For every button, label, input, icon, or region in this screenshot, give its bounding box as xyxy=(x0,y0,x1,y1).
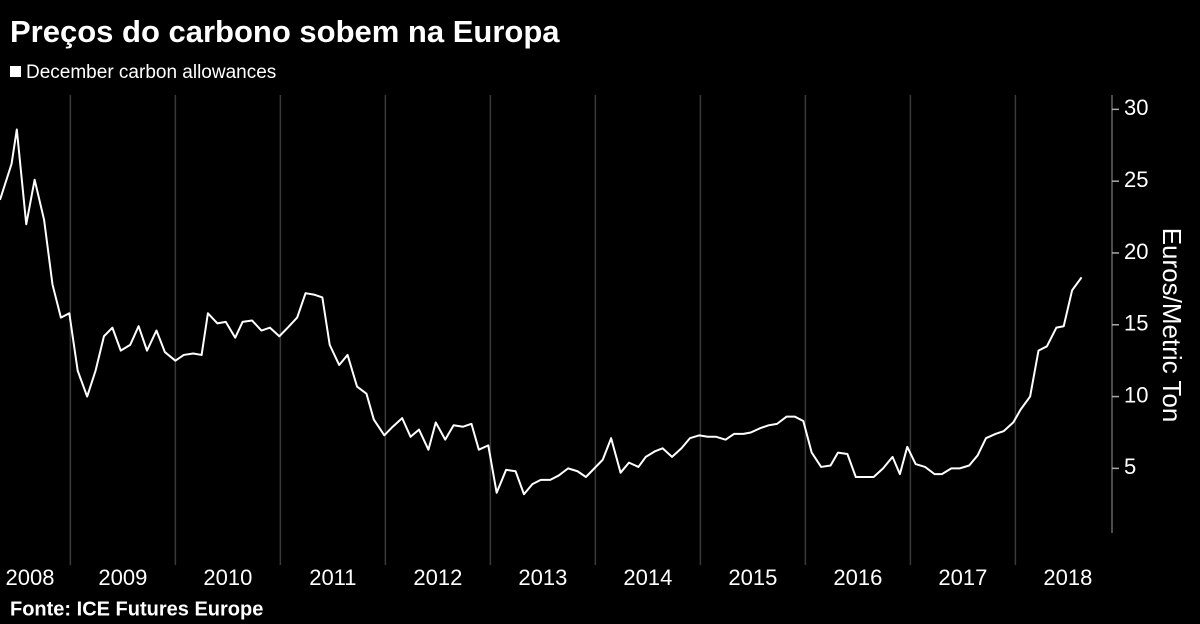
x-tick-label: 2008 xyxy=(6,565,55,590)
x-tick-label: 2018 xyxy=(1043,565,1092,590)
x-tick-label: 2011 xyxy=(309,565,356,590)
legend-label: December carbon allowances xyxy=(26,62,276,83)
x-tick-label: 2012 xyxy=(413,565,462,590)
y-tick-label: 5 xyxy=(1124,454,1136,479)
y-tick-label: 30 xyxy=(1124,95,1148,120)
line xyxy=(0,128,1083,496)
y-tick-label: 15 xyxy=(1124,311,1148,336)
x-tick-label: 2017 xyxy=(938,565,987,590)
y-axis-label: Euros/Metric Ton xyxy=(1157,228,1187,423)
x-tick-label: 2014 xyxy=(623,565,672,590)
y-tick-label: 20 xyxy=(1124,239,1148,264)
x-tick-label: 2009 xyxy=(98,565,147,590)
y-tick-label: 25 xyxy=(1124,167,1148,192)
x-tick-label: 2015 xyxy=(728,565,777,590)
legend-swatch xyxy=(10,66,21,77)
chart-title: Preços do carbono sobem na Europa xyxy=(10,14,560,49)
x-tick-label: 2010 xyxy=(203,565,252,590)
x-tick-label: 2013 xyxy=(518,565,567,590)
x-tick-label: 2016 xyxy=(833,565,882,590)
source: Fonte: ICE Futures Europe xyxy=(10,598,263,620)
y-tick-label: 10 xyxy=(1124,382,1148,407)
